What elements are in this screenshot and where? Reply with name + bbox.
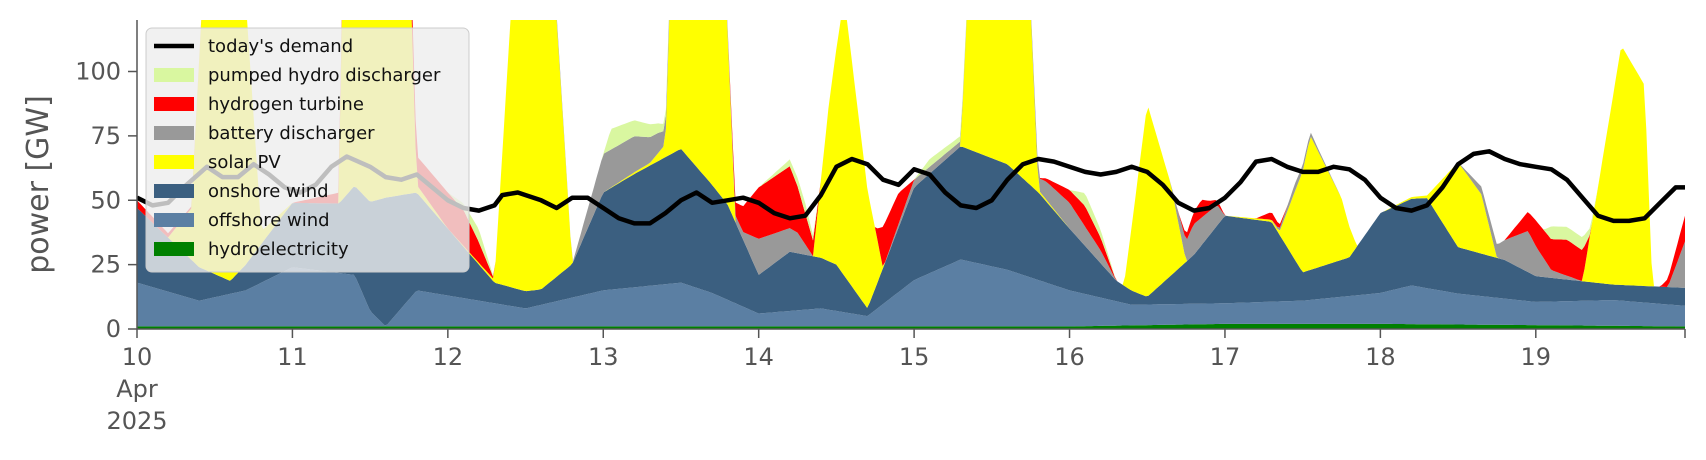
stacked-areas [137, 20, 1685, 329]
x-tick-label: 19 [1521, 343, 1552, 371]
x-tick-label: 14 [743, 343, 774, 371]
legend-swatch [154, 184, 194, 198]
legend-label: offshore wind [208, 210, 330, 231]
area-hydroelectricity [137, 323, 1685, 329]
x-tick-label: 11 [277, 343, 308, 371]
x-tick-label: 10 [122, 343, 153, 371]
legend-swatch [154, 242, 194, 256]
legend-swatch [154, 155, 194, 169]
legend-label: hydroelectricity [208, 239, 349, 260]
y-tick-label: 75 [90, 122, 121, 150]
y-tick-label: 50 [90, 186, 121, 214]
legend-frame [145, 27, 470, 273]
x-date-sublabel: Apr [116, 375, 158, 403]
legend-swatch [154, 126, 194, 140]
y-axis-label: power [GW] [21, 95, 56, 274]
y-tick-label: 25 [90, 251, 121, 279]
axes: 0 25 50 75 100 10 11 12 13 14 15 16 17 18 19 Apr 2025 pow… [21, 20, 1686, 435]
legend-swatch [154, 213, 194, 227]
x-tick-label: 18 [1365, 343, 1396, 371]
legend-label: solar PV [208, 152, 281, 173]
y-tick-label: 0 [106, 315, 121, 343]
legend-label: hydrogen turbine [208, 94, 364, 115]
x-tick-label: 16 [1054, 343, 1085, 371]
x-tick-label: 12 [433, 343, 464, 371]
legend-swatch [154, 68, 194, 82]
x-tick-label: 13 [588, 343, 619, 371]
legend-label: pumped hydro discharger [208, 65, 441, 86]
area-onshore-wind [137, 146, 1685, 326]
area-battery-discharger [137, 20, 1685, 288]
x-tick-label: 15 [899, 343, 930, 371]
legend-label: onshore wind [208, 181, 329, 202]
legend: today's demand pumped hydro discharger hyd… [145, 27, 470, 273]
legend-label: battery discharger [208, 123, 375, 144]
area-offshore-wind [137, 259, 1685, 327]
y-tick-label: 100 [75, 58, 121, 86]
x-tick-label: 17 [1210, 343, 1241, 371]
area-solar-pv [137, 20, 1685, 308]
legend-label: today's demand [208, 36, 353, 57]
x-date-sublabel: 2025 [106, 407, 167, 435]
legend-swatch [154, 97, 194, 111]
